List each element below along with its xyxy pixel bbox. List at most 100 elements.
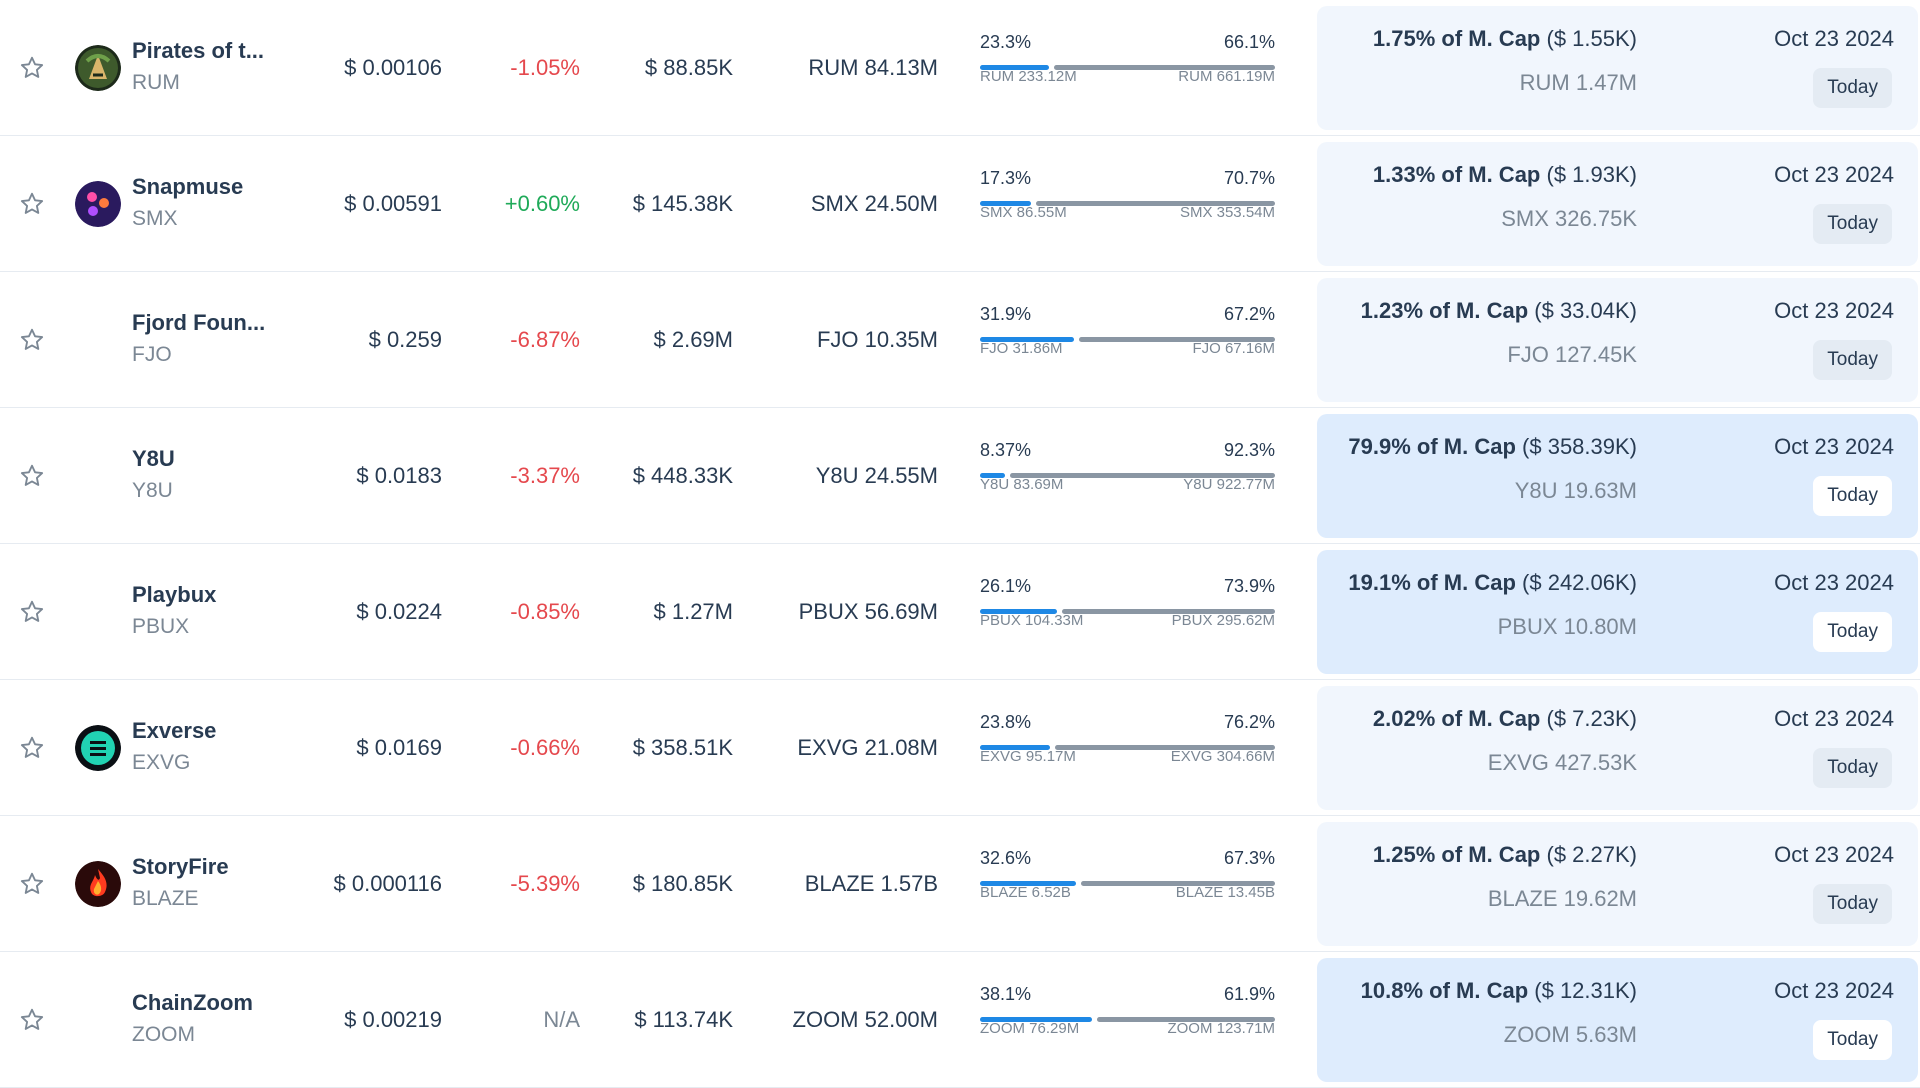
star-icon[interactable] — [18, 462, 46, 490]
unlocked-percent: 32.6% — [980, 848, 1032, 868]
circulating-supply: ZOOM 52.00M — [792, 1006, 938, 1032]
next-unlock-date: Oct 23 2024 — [1774, 570, 1894, 595]
countdown-badge[interactable]: Today — [1813, 476, 1892, 516]
next-unlock-card[interactable]: 19.1% of M. Cap ($ 242.06K) PBUX 10.80M … — [1317, 550, 1918, 674]
coin-name[interactable]: Exverse — [132, 718, 217, 743]
unlock-progress-bar — [980, 881, 1275, 886]
coin-price: $ 0.000116 — [333, 870, 442, 896]
coin-price: $ 0.0224 — [356, 598, 442, 624]
next-unlock-card[interactable]: 1.33% of M. Cap ($ 1.93K) SMX 326.75K Oc… — [1317, 142, 1918, 266]
volume-24h: $ 2.69M — [653, 326, 734, 352]
circulating-supply: FJO 10.35M — [816, 326, 938, 352]
next-unlock-card[interactable]: 1.75% of M. Cap ($ 1.55K) RUM 1.47M Oct … — [1317, 6, 1918, 130]
next-unlock-card[interactable]: 1.23% of M. Cap ($ 33.04K) FJO 127.45K O… — [1317, 278, 1918, 402]
coin-symbol: EXVG — [132, 751, 191, 774]
next-unlock-date: Oct 23 2024 — [1774, 706, 1894, 731]
locked-percent: 66.1% — [1223, 32, 1275, 52]
unlocked-bar-fill — [980, 609, 1057, 614]
circulating-supply: SMX 24.50M — [810, 190, 938, 216]
star-icon[interactable] — [18, 598, 46, 626]
coin-name-block: Y8U Y8U — [132, 444, 302, 508]
unlock-progress-bar — [980, 1017, 1275, 1022]
coin-price: $ 0.259 — [368, 326, 442, 352]
star-icon[interactable] — [18, 326, 46, 354]
countdown-badge[interactable]: Today — [1813, 884, 1892, 924]
next-unlock-card[interactable]: 1.25% of M. Cap ($ 2.27K) BLAZE 19.62M O… — [1317, 822, 1918, 946]
coin-name[interactable]: Snapmuse — [132, 174, 244, 199]
unlocked-amount: Y8U 83.69M — [980, 476, 1064, 493]
coin-symbol: FJO — [132, 343, 172, 366]
next-unlock-date: Oct 23 2024 — [1774, 298, 1894, 323]
locked-percent: 70.7% — [1223, 168, 1275, 188]
table-row[interactable]: Pirates of t... RUM $ 0.00106 -1.05% $ 8… — [0, 0, 1920, 136]
countdown-badge[interactable]: Today — [1813, 748, 1892, 788]
table-row[interactable]: Exverse EXVG $ 0.0169 -0.66% $ 358.51K E… — [0, 680, 1920, 816]
next-unlock-amount: BLAZE 19.62M — [1487, 886, 1637, 911]
unlocked-percent: 17.3% — [980, 168, 1032, 188]
star-icon[interactable] — [18, 54, 46, 82]
next-unlock-percent: 1.25% of M. Cap — [1372, 842, 1541, 867]
countdown-badge[interactable]: Today — [1813, 612, 1892, 652]
coin-symbol: Y8U — [132, 479, 173, 502]
coin-name[interactable]: Y8U — [132, 446, 175, 471]
table-row[interactable]: Y8U Y8U $ 0.0183 -3.37% $ 448.33K Y8U 24… — [0, 408, 1920, 544]
volume-24h: $ 358.51K — [632, 734, 733, 760]
locked-bar-fill — [1061, 609, 1275, 614]
table-row[interactable]: ChainZoom ZOOM $ 0.00219 N/A $ 113.74K Z… — [0, 952, 1920, 1088]
unlocked-percent: 23.3% — [980, 32, 1032, 52]
unlock-progress: 31.9% 67.2% FJO 31.86M FJO 67.16M — [980, 302, 1275, 382]
countdown-badge[interactable]: Today — [1813, 68, 1892, 108]
unlock-progress: 26.1% 73.9% PBUX 104.33M PBUX 295.62M — [980, 574, 1275, 654]
star-icon[interactable] — [18, 870, 46, 898]
unlock-progress: 23.3% 66.1% RUM 233.12M RUM 661.19M — [980, 30, 1275, 110]
unlock-progress-bar — [980, 609, 1275, 614]
unlock-progress-bar — [980, 337, 1275, 342]
locked-percent: 67.2% — [1223, 304, 1275, 324]
table-row[interactable]: Fjord Foun... FJO $ 0.259 -6.87% $ 2.69M… — [0, 272, 1920, 408]
locked-percent: 73.9% — [1223, 576, 1275, 596]
locked-percent: 67.3% — [1223, 848, 1275, 868]
coin-name[interactable]: ChainZoom — [132, 990, 253, 1015]
price-change-24h: N/A — [543, 1006, 580, 1032]
coin-name[interactable]: Fjord Foun... — [132, 310, 266, 335]
coin-name[interactable]: Playbux — [132, 582, 217, 607]
coin-name-block: Playbux PBUX — [132, 580, 302, 644]
unlocked-amount: FJO 31.86M — [980, 340, 1063, 357]
coin-price: $ 0.0183 — [356, 462, 442, 488]
coin-name[interactable]: Pirates of t... — [132, 38, 265, 63]
next-unlock-date: Oct 23 2024 — [1774, 842, 1894, 867]
next-unlock-card[interactable]: 2.02% of M. Cap ($ 7.23K) EXVG 427.53K O… — [1317, 686, 1918, 810]
countdown-badge[interactable]: Today — [1813, 340, 1892, 380]
table-row[interactable]: StoryFire BLAZE $ 0.000116 -5.39% $ 180.… — [0, 816, 1920, 952]
unlocked-amount: SMX 86.55M — [980, 204, 1067, 221]
unlocked-percent: 26.1% — [980, 576, 1032, 596]
coin-name-block: ChainZoom ZOOM — [132, 988, 302, 1052]
price-change-24h: -1.05% — [510, 54, 580, 80]
star-icon[interactable] — [18, 190, 46, 218]
coin-symbol: PBUX — [132, 615, 190, 638]
next-unlock-value: ($ 358.39K) — [1522, 434, 1637, 459]
unlock-progress: 17.3% 70.7% SMX 86.55M SMX 353.54M — [980, 166, 1275, 246]
locked-amount: FJO 67.16M — [1192, 340, 1275, 357]
next-unlock-value: ($ 242.06K) — [1522, 570, 1637, 595]
coin-name-block: Fjord Foun... FJO — [132, 308, 302, 372]
coin-symbol: ZOOM — [132, 1023, 195, 1046]
table-row[interactable]: Snapmuse SMX $ 0.00591 +0.60% $ 145.38K … — [0, 136, 1920, 272]
countdown-badge[interactable]: Today — [1813, 1020, 1892, 1060]
next-unlock-percent: 79.9% of M. Cap — [1348, 434, 1516, 459]
table-row[interactable]: Playbux PBUX $ 0.0224 -0.85% $ 1.27M PBU… — [0, 544, 1920, 680]
circulating-supply: BLAZE 1.57B — [804, 870, 938, 896]
next-unlock-card[interactable]: 79.9% of M. Cap ($ 358.39K) Y8U 19.63M O… — [1317, 414, 1918, 538]
coin-name-block: Exverse EXVG — [132, 716, 302, 780]
next-unlock-card[interactable]: 10.8% of M. Cap ($ 12.31K) ZOOM 5.63M Oc… — [1317, 958, 1918, 1082]
unlocked-bar-fill — [980, 881, 1077, 886]
coin-name[interactable]: StoryFire — [132, 854, 229, 879]
next-unlock-percent: 1.75% of M. Cap — [1372, 26, 1541, 51]
star-icon[interactable] — [18, 1006, 46, 1034]
coin-name-block: StoryFire BLAZE — [132, 852, 302, 916]
price-change-24h: +0.60% — [504, 190, 580, 216]
next-unlock-market-cap-share: 10.8% of M. Cap ($ 12.31K) — [1361, 978, 1637, 1004]
star-icon[interactable] — [18, 734, 46, 762]
countdown-badge[interactable]: Today — [1813, 204, 1892, 244]
locked-amount: Y8U 922.77M — [1183, 476, 1275, 493]
